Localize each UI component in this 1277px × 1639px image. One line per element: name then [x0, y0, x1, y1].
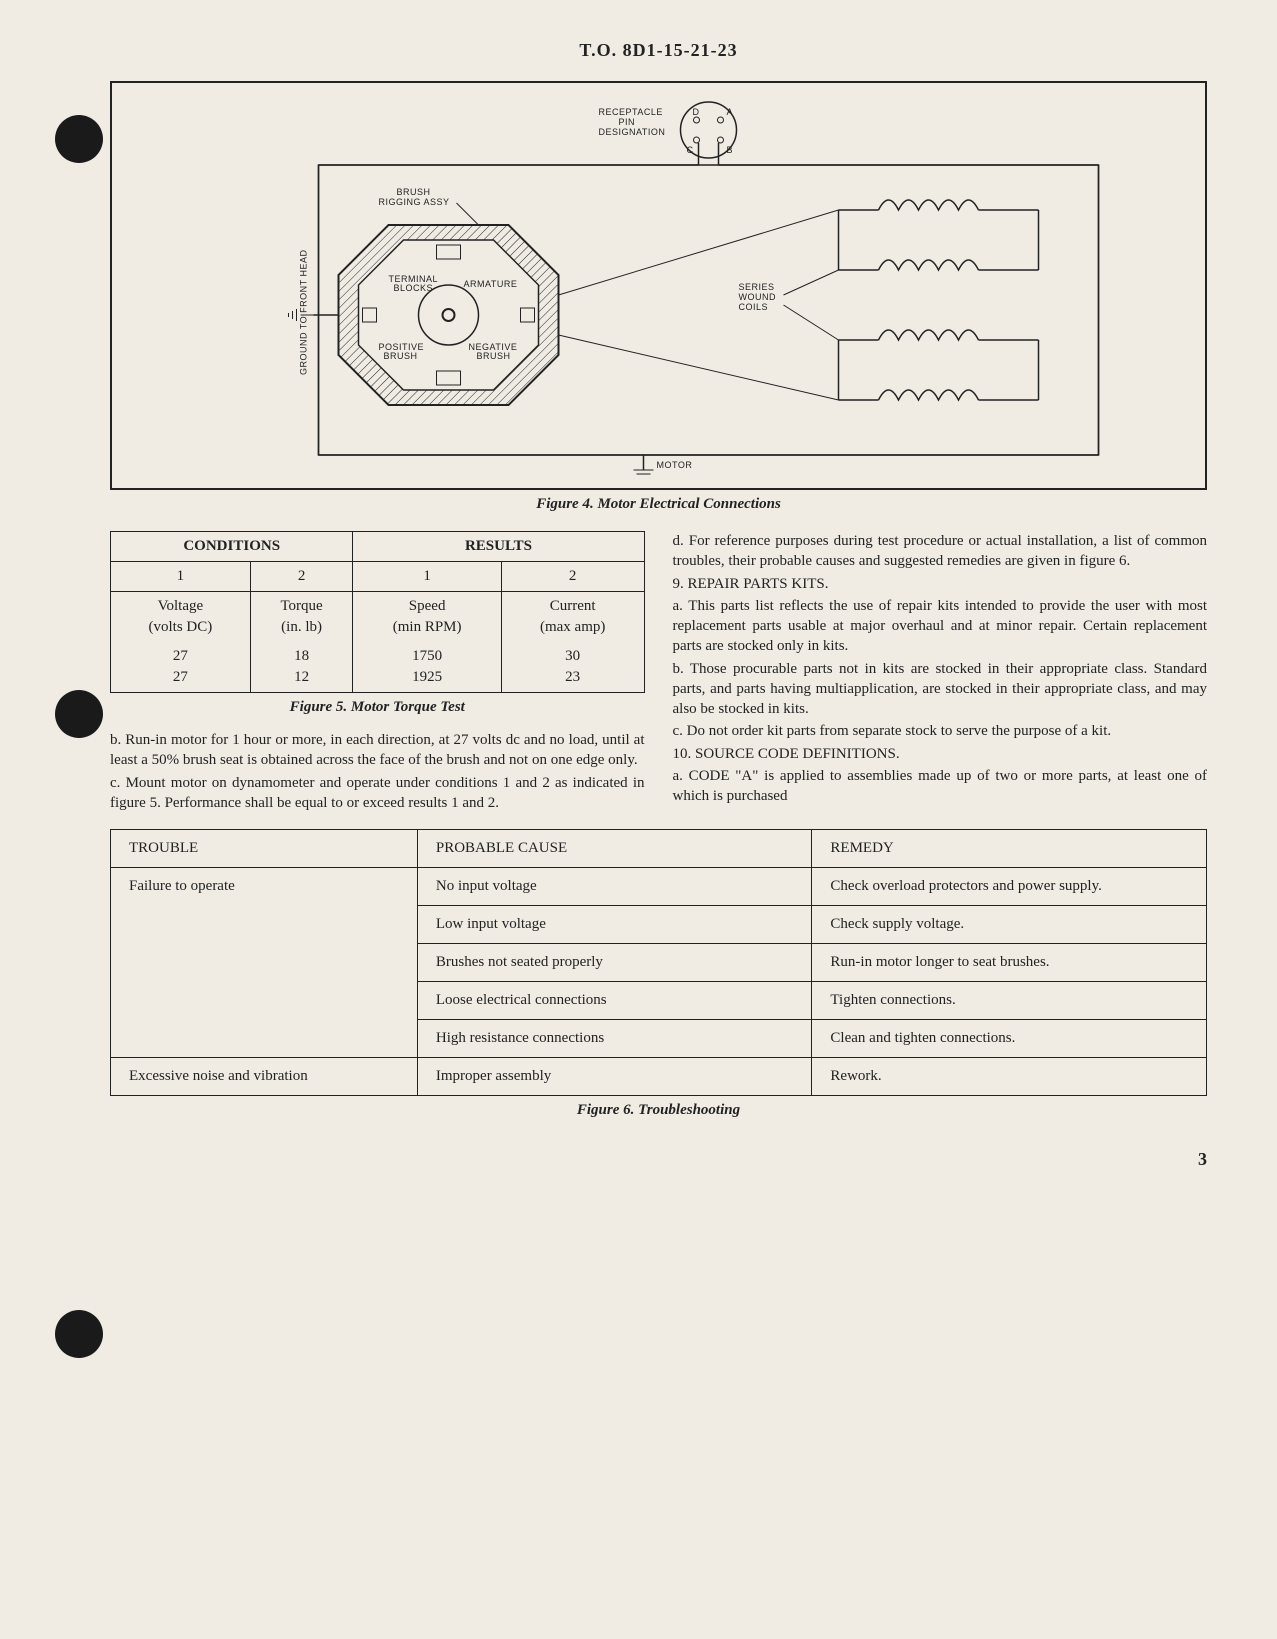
- hole-punch-dot: [55, 115, 103, 163]
- col2-label-b: (in. lb): [250, 617, 353, 638]
- figure6-table: TROUBLE PROBABLE CAUSE REMEDY Failure to…: [110, 829, 1207, 1096]
- paragraph-b: b. Run-in motor for 1 hour or more, in e…: [110, 730, 645, 771]
- section-9-head: 9. REPAIR PARTS KITS.: [673, 574, 1208, 594]
- cause-cell: Improper assembly: [417, 1058, 812, 1096]
- col1-label-a: Voltage: [111, 592, 251, 618]
- pin-a-label: A: [727, 107, 734, 117]
- remedy-cell: Check overload protectors and power supp…: [812, 868, 1207, 906]
- col4-label-a: Current: [501, 592, 644, 618]
- remedy-cell: Tighten connections.: [812, 982, 1207, 1020]
- cell: 12: [250, 667, 353, 693]
- cause-cell: Low input voltage: [417, 906, 812, 944]
- page-number: 3: [110, 1149, 1207, 1170]
- pin-b-label: B: [727, 145, 734, 155]
- left-column: CONDITIONS RESULTS 1 2 1 2 Voltage Torqu…: [110, 531, 645, 815]
- th-cause: PROBABLE CAUSE: [417, 830, 812, 868]
- cause-cell: High resistance connections: [417, 1020, 812, 1058]
- cause-cell: No input voltage: [417, 868, 812, 906]
- th-remedy: REMEDY: [812, 830, 1207, 868]
- paragraph-9b: b. Those procurable parts not in kits ar…: [673, 659, 1208, 720]
- paragraph-9c: c. Do not order kit parts from separate …: [673, 721, 1208, 741]
- col4-label-b: (max amp): [501, 617, 644, 638]
- armature-label: ARMATURE: [464, 279, 518, 289]
- section-10-head: 10. SOURCE CODE DEFINITIONS.: [673, 744, 1208, 764]
- document-header: T.O. 8D1-15-21-23: [110, 40, 1207, 61]
- series-wound-label: SERIESWOUNDCOILS: [739, 282, 777, 312]
- hole-punch-dot: [55, 1310, 103, 1358]
- figure5-caption: Figure 5. Motor Torque Test: [110, 699, 645, 716]
- cell: 27: [111, 667, 251, 693]
- cause-cell: Loose electrical connections: [417, 982, 812, 1020]
- col1-label-b: (volts DC): [111, 617, 251, 638]
- series-wound-coils: [839, 200, 1039, 400]
- conditions-header: CONDITIONS: [111, 532, 353, 562]
- cell: 1750: [353, 638, 501, 667]
- receptacle-label: RECEPTACLEPINDESIGNATION: [599, 107, 666, 137]
- figure5-table: CONDITIONS RESULTS 1 2 1 2 Voltage Torqu…: [110, 531, 645, 693]
- cell: 18: [250, 638, 353, 667]
- sub-1b: 1: [353, 562, 501, 592]
- paragraph-c: c. Mount motor on dynamometer and operat…: [110, 773, 645, 814]
- remedy-cell: Run-in motor longer to seat brushes.: [812, 944, 1207, 982]
- paragraph-10a: a. CODE "A" is applied to assemblies mad…: [673, 766, 1208, 807]
- figure6-caption: Figure 6. Troubleshooting: [110, 1102, 1207, 1119]
- trouble-cell: Failure to operate: [111, 868, 418, 1058]
- cell: 30: [501, 638, 644, 667]
- remedy-cell: Rework.: [812, 1058, 1207, 1096]
- figure4-diagram-box: D A C B RECEPTACLEPINDESIGNATION TERMINA…: [110, 81, 1207, 490]
- col3-label-b: (min RPM): [353, 617, 501, 638]
- terminal-blocks-label: TERMINALBLOCKS: [389, 274, 439, 293]
- remedy-cell: Check supply voltage.: [812, 906, 1207, 944]
- figure4-caption: Figure 4. Motor Electrical Connections: [110, 496, 1207, 513]
- positive-brush-label: POSITIVEBRUSH: [379, 342, 425, 361]
- col3-label-a: Speed: [353, 592, 501, 618]
- sub-2: 2: [250, 562, 353, 592]
- cause-cell: Brushes not seated properly: [417, 944, 812, 982]
- paragraph-d: d. For reference purposes during test pr…: [673, 531, 1208, 572]
- hole-punch-dot: [55, 690, 103, 738]
- cell: 27: [111, 638, 251, 667]
- sub-2b: 2: [501, 562, 644, 592]
- cell: 1925: [353, 667, 501, 693]
- negative-brush-label: NEGATIVEBRUSH: [469, 342, 518, 361]
- trouble-cell: Excessive noise and vibration: [111, 1058, 418, 1096]
- brush-rigging-label: BRUSHRIGGING ASSY: [379, 187, 450, 207]
- remedy-cell: Clean and tighten connections.: [812, 1020, 1207, 1058]
- col2-label-a: Torque: [250, 592, 353, 618]
- results-header: RESULTS: [353, 532, 644, 562]
- pin-d-label: D: [693, 107, 700, 117]
- pin-c-label: C: [687, 145, 694, 155]
- th-trouble: TROUBLE: [111, 830, 418, 868]
- ground-label: GROUND TO FRONT HEAD: [299, 249, 309, 375]
- motor-label: MOTOR: [657, 460, 693, 470]
- sub-1: 1: [111, 562, 251, 592]
- paragraph-9a: a. This parts list reflects the use of r…: [673, 596, 1208, 657]
- right-column: d. For reference purposes during test pr…: [673, 531, 1208, 815]
- motor-electrical-diagram: D A C B RECEPTACLEPINDESIGNATION TERMINA…: [132, 95, 1185, 475]
- cell: 23: [501, 667, 644, 693]
